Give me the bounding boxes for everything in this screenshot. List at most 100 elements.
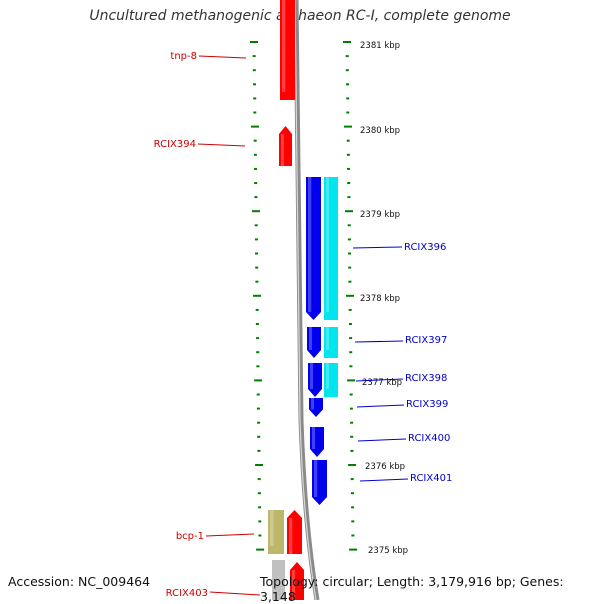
left-tick — [258, 520, 262, 523]
left-tick — [254, 182, 258, 184]
gene-label-RCIX399[interactable]: RCIX399 — [356, 399, 448, 410]
left-tick — [256, 351, 260, 354]
gene-label-text[interactable]: RCIX400 — [408, 433, 450, 444]
right-tick — [348, 323, 352, 325]
kbp-2381: 2381 kbp — [360, 41, 400, 51]
gene-RCIX396-cyan[interactable] — [324, 177, 338, 320]
left-tick — [256, 393, 260, 396]
gene-label-text[interactable]: tnp-8 — [170, 51, 197, 62]
gene-RCIX398[interactable] — [308, 363, 322, 397]
gene-label-RCIX396[interactable]: RCIX396 — [352, 242, 446, 253]
gene-highlight — [309, 327, 313, 350]
gene-label-text[interactable]: bcp-1 — [176, 531, 204, 542]
left-tick — [250, 41, 258, 43]
left-tick — [257, 435, 261, 438]
gene-RCIX396[interactable] — [306, 177, 321, 320]
left-tick — [255, 323, 259, 325]
leader-line — [352, 246, 403, 249]
left-tick — [253, 294, 261, 297]
right-tick — [348, 280, 352, 283]
left-tick — [253, 111, 257, 114]
right-tick — [346, 294, 354, 297]
right-tick — [348, 266, 352, 269]
kbp-2377: 2377 kbp — [362, 378, 402, 388]
gene-tnp-8[interactable] — [280, 0, 295, 100]
gene-RCIX394[interactable] — [279, 126, 292, 166]
left-tick — [257, 478, 261, 481]
right-tick — [347, 167, 350, 170]
left-tick — [254, 379, 263, 382]
gene-highlight — [326, 177, 330, 312]
left-tick — [254, 224, 258, 227]
gene-label-tnp-8[interactable]: tnp-8 — [170, 51, 247, 62]
leader-line — [197, 143, 246, 147]
left-tick — [257, 421, 261, 424]
gene-label-text[interactable]: RCIX399 — [406, 399, 448, 410]
right-tick — [345, 210, 353, 213]
leader-line — [205, 533, 255, 537]
leader-line — [355, 378, 404, 382]
gene-label-text[interactable]: RCIX398 — [405, 373, 447, 384]
right-tick — [349, 365, 353, 368]
gene-label-RCIX401[interactable]: RCIX401 — [359, 473, 452, 484]
right-tick — [344, 125, 352, 128]
left-tick — [253, 153, 257, 156]
gene-label-RCIX400[interactable]: RCIX400 — [357, 433, 450, 444]
gene-label-bcp-1[interactable]: bcp-1 — [176, 531, 255, 542]
gene-label-RCIX403[interactable]: RCIX403 — [166, 588, 261, 599]
gene-RCIX401[interactable] — [312, 460, 327, 505]
gene-RCIX398-cyan[interactable] — [324, 363, 338, 397]
gene-RCIX399[interactable] — [309, 398, 323, 417]
gene-label-text[interactable]: RCIX397 — [405, 335, 447, 346]
right-tick — [351, 520, 355, 523]
left-tick — [254, 238, 258, 241]
right-tick — [346, 111, 350, 114]
right-tick — [346, 139, 350, 142]
leader-line — [198, 55, 247, 59]
leader-line — [356, 404, 405, 408]
gene-label-text[interactable]: RCIX394 — [154, 139, 196, 150]
gene-RCIX400[interactable] — [310, 427, 324, 457]
gene-highlight — [326, 363, 330, 389]
gene-label-RCIX394[interactable]: RCIX394 — [154, 139, 246, 150]
gene-highlight — [281, 134, 284, 166]
gene-bcp-1[interactable] — [287, 510, 302, 554]
gene-label-text[interactable]: RCIX401 — [410, 473, 452, 484]
gene-highlight — [292, 570, 296, 600]
right-tick — [347, 379, 356, 382]
left-tick — [255, 252, 258, 255]
right-tick — [348, 252, 351, 255]
kbp-2376: 2376 kbp — [365, 462, 405, 472]
right-tick — [350, 449, 354, 452]
gene-label-text[interactable]: RCIX396 — [404, 242, 446, 253]
gene-label-RCIX398[interactable]: RCIX398 — [355, 373, 447, 384]
genome-backbone-highlight — [294, 0, 317, 600]
leader-line — [209, 591, 261, 596]
right-tick — [345, 55, 349, 58]
gene-label-RCIX397[interactable]: RCIX397 — [354, 335, 447, 346]
gene-RCIX403[interactable] — [290, 562, 304, 600]
gene-highlight — [282, 0, 286, 92]
left-tick — [254, 196, 258, 199]
left-tick — [254, 167, 257, 170]
right-tick — [349, 548, 358, 551]
gene-label-text[interactable]: RCIX403 — [166, 588, 208, 599]
right-tick — [347, 224, 351, 227]
left-tick — [255, 280, 259, 283]
kbp-scale: 2381 kbp 2380 kbp 2379 kbp 2378 kbp 2377… — [360, 41, 408, 556]
kbp-2375: 2375 kbp — [368, 546, 408, 556]
gene-khaki[interactable] — [268, 510, 284, 554]
right-tick-track — [343, 41, 358, 551]
right-tick — [351, 506, 355, 509]
left-tick — [252, 69, 256, 72]
gene-highlight — [270, 510, 274, 546]
right-tick — [350, 435, 354, 438]
gene-RCIX397-cyan[interactable] — [324, 327, 338, 358]
gene-highlight — [326, 327, 330, 350]
left-tick — [255, 266, 259, 269]
left-tick — [258, 534, 262, 537]
left-tick — [256, 365, 260, 368]
leader-line — [359, 478, 409, 482]
gene-RCIX397[interactable] — [307, 327, 321, 358]
left-tick — [256, 337, 260, 340]
